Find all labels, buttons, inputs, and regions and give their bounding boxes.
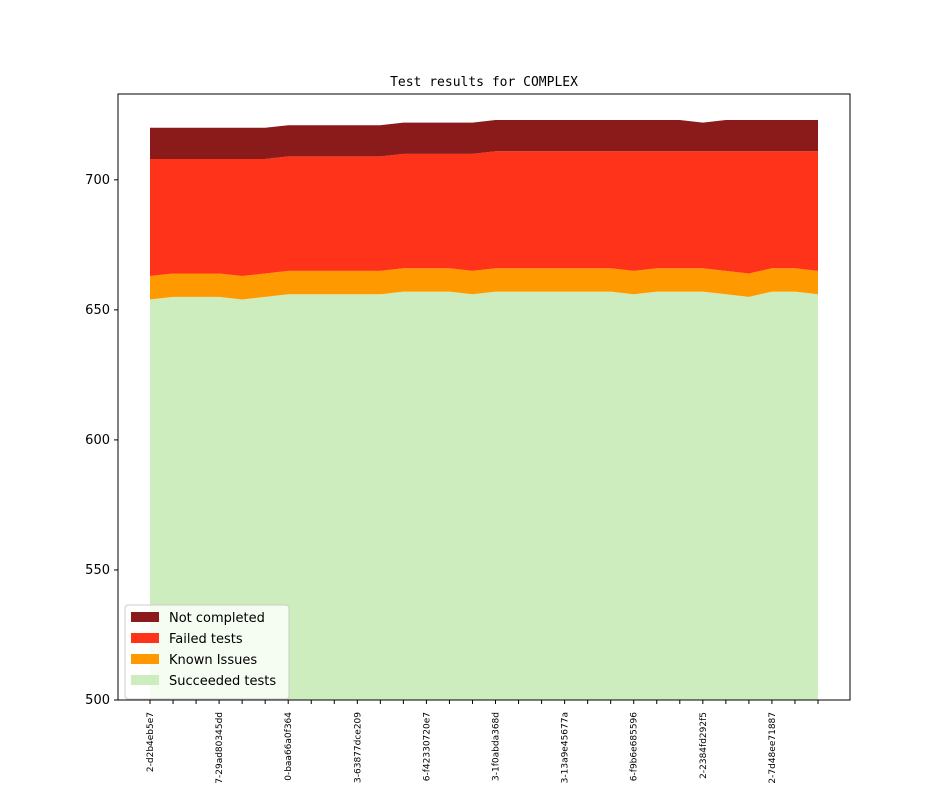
plot-frame [117, 93, 851, 701]
y-tick-label: 600 [85, 433, 110, 448]
x-tick-label: 3-63877dce209 [353, 712, 363, 783]
y-tick-label: 550 [85, 563, 110, 578]
legend-swatch [131, 612, 159, 622]
chart-title: Test results for COMPLEX [390, 75, 578, 90]
x-tick-label: 7-29ad80345dd [215, 712, 225, 784]
area [150, 291, 818, 700]
x-tick-label: 6-f9b6e685596 [630, 712, 640, 781]
area [150, 268, 818, 300]
y-tick-label: 650 [85, 303, 110, 318]
area [150, 120, 818, 160]
area [150, 151, 818, 277]
legend-label: Succeeded tests [169, 674, 276, 689]
legend-label: Not completed [169, 611, 265, 626]
legend-box [124, 604, 290, 700]
legend-swatch [131, 654, 159, 664]
y-tick-label: 700 [85, 173, 110, 188]
legend-swatch [131, 633, 159, 643]
x-tick-label: 2-d2b4eb5e7 [146, 712, 156, 772]
x-tick-label: 2-2384fd292f5 [699, 712, 709, 779]
x-tick-label: 6-f42330720e7 [422, 712, 432, 781]
x-tick-label: 0-baa66a0f364 [284, 712, 294, 781]
legend-label: Known Issues [169, 653, 257, 668]
y-tick-label: 500 [85, 693, 110, 708]
x-tick-label: 3-13a9e45677a [561, 712, 571, 783]
legend-swatch [131, 675, 159, 685]
legend-label: Failed tests [169, 632, 243, 647]
x-tick-label: 2-7d48ee71887 [768, 712, 778, 784]
legend: Not completed Failed tests Known Issues Suc… [124, 604, 290, 700]
x-tick-label: 3-1f0abda368d [492, 712, 502, 781]
